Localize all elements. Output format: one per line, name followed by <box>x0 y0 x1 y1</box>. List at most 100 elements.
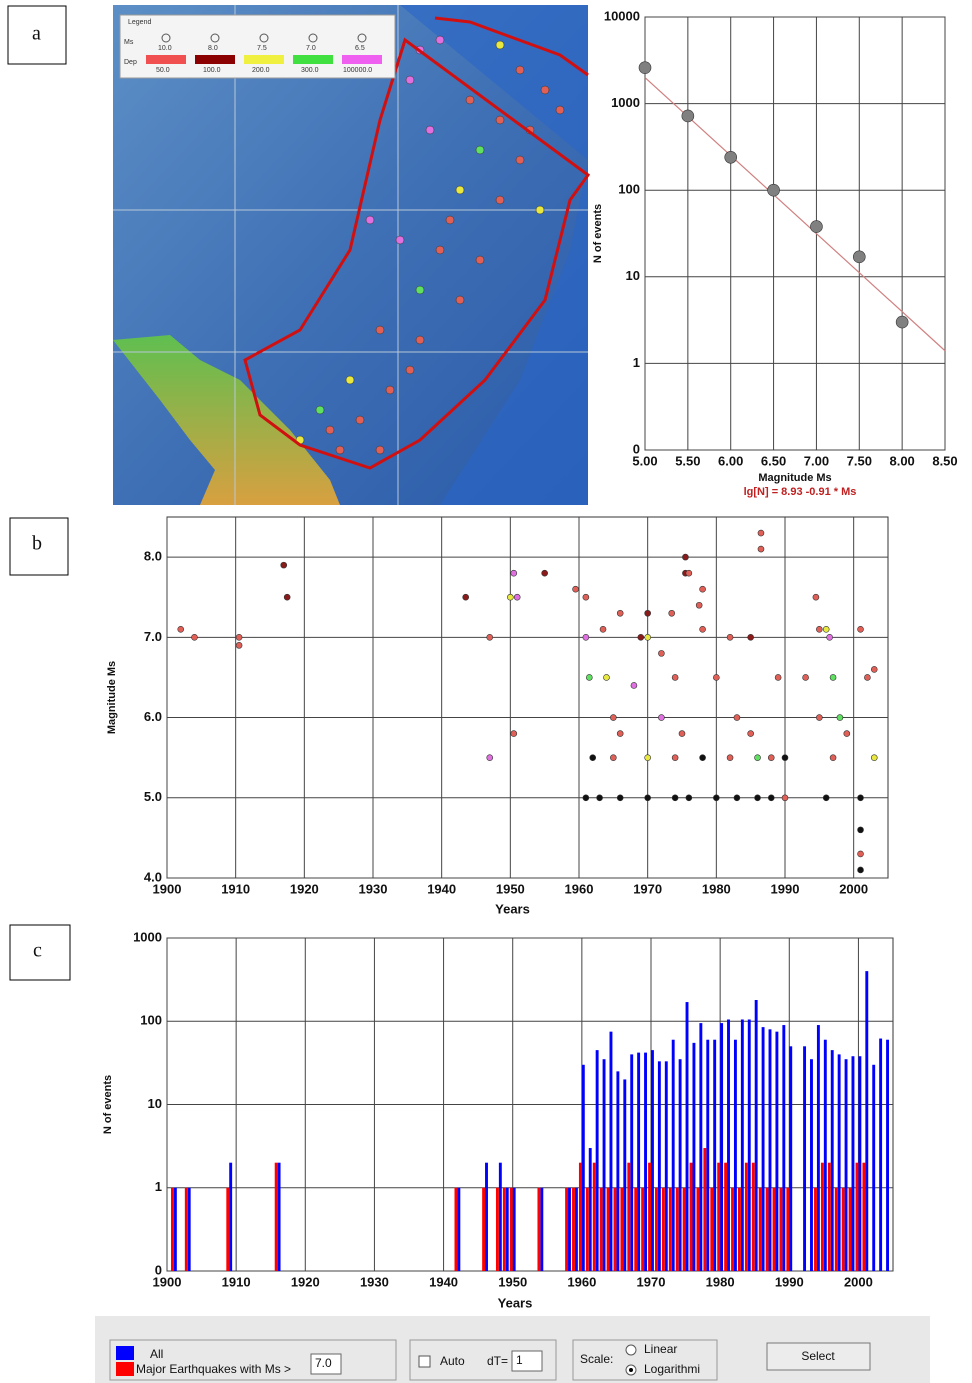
bar <box>503 1188 506 1271</box>
x-tick-label: 1970 <box>637 1274 666 1289</box>
bar <box>188 1188 191 1271</box>
bar <box>568 1188 571 1271</box>
bar <box>499 1163 502 1271</box>
point <box>844 731 850 737</box>
bar <box>713 1040 716 1271</box>
y-tick-label: 4.0 <box>144 869 162 884</box>
bar <box>620 1188 623 1271</box>
x-tick-label: 6.00 <box>718 453 743 468</box>
bar <box>814 1188 817 1271</box>
point <box>727 755 733 761</box>
bar <box>651 1050 654 1271</box>
point <box>858 867 864 873</box>
point <box>803 674 809 680</box>
point <box>236 642 242 648</box>
point <box>853 251 865 263</box>
legend-dep: 100.0 <box>203 67 221 74</box>
point <box>858 827 864 833</box>
bar <box>879 1039 882 1271</box>
legend-ms: 7.5 <box>257 45 267 52</box>
legend-label: Dep <box>124 59 137 66</box>
bar <box>226 1188 229 1271</box>
bar <box>686 1002 689 1271</box>
bar <box>565 1188 568 1271</box>
y-tick-label: 10 <box>148 1096 162 1111</box>
point <box>463 594 469 600</box>
plot-area <box>167 517 888 878</box>
bar <box>720 1023 723 1271</box>
y-tick-label: 1 <box>155 1179 162 1194</box>
bar <box>865 971 868 1271</box>
y-tick-label: 6.0 <box>144 709 162 724</box>
point <box>896 316 908 328</box>
bar <box>738 1188 741 1271</box>
x-tick-label: 1950 <box>498 1274 527 1289</box>
bar <box>648 1163 651 1271</box>
bar <box>831 1050 834 1271</box>
bar <box>676 1188 679 1271</box>
y-tick-label: 0 <box>633 441 640 456</box>
point <box>658 650 664 656</box>
x-tick-label: 1940 <box>427 881 456 896</box>
point <box>178 626 184 632</box>
bar <box>803 1046 806 1271</box>
page: {"panel_labels":["a","b","c"], "map_lege… <box>0 0 972 1383</box>
bar <box>710 1188 713 1271</box>
point <box>638 634 644 640</box>
bar <box>810 1059 813 1271</box>
dt-value: 1 <box>516 1353 523 1367</box>
bar <box>658 1061 661 1271</box>
bar <box>510 1188 513 1271</box>
x-tick-label: 7.50 <box>847 453 872 468</box>
y-tick-label: 7.0 <box>144 629 162 644</box>
point <box>617 610 623 616</box>
bar <box>669 1188 672 1271</box>
bar <box>696 1188 699 1271</box>
point <box>700 626 706 632</box>
bar <box>769 1029 772 1271</box>
legend-dep: 50.0 <box>156 67 170 74</box>
point <box>830 674 836 680</box>
auto-checkbox[interactable] <box>419 1356 430 1367</box>
bar <box>872 1065 875 1271</box>
point <box>696 602 702 608</box>
bar <box>593 1163 596 1271</box>
control-bar: All Major Earthquakes with Ms > 7.0 Auto… <box>95 1316 930 1383</box>
point <box>813 594 819 600</box>
bar <box>603 1059 606 1271</box>
point <box>810 221 822 233</box>
bar <box>717 1163 720 1271</box>
bar <box>821 1163 824 1271</box>
legend-ms: 6.5 <box>355 45 365 52</box>
bar <box>600 1188 603 1271</box>
y-tick-label: 1000 <box>133 929 162 944</box>
x-tick-label: 1950 <box>496 881 525 896</box>
point <box>590 755 596 761</box>
bar <box>779 1188 782 1271</box>
point <box>816 715 822 721</box>
button-label: Select <box>801 1349 835 1363</box>
point <box>617 731 623 737</box>
legend-ms: 8.0 <box>208 45 218 52</box>
panel-label: a <box>8 6 66 64</box>
bar <box>775 1032 778 1271</box>
x-axis-label: Years <box>498 1295 533 1310</box>
point <box>645 610 651 616</box>
figure: a b c Legend Ms Dep 10.0 8.0 7.5 7.0 6.5… <box>0 0 972 1383</box>
point <box>755 755 761 761</box>
bar <box>724 1163 727 1271</box>
map-legend: Legend Ms Dep 10.0 8.0 7.5 7.0 6.5 50.0 … <box>120 15 395 78</box>
radio-linear[interactable] <box>626 1345 636 1355</box>
x-tick-label: 1980 <box>702 881 731 896</box>
point <box>639 62 651 74</box>
x-tick-label: 6.50 <box>761 453 786 468</box>
legend-title: Legend <box>128 19 151 26</box>
point <box>858 626 864 632</box>
point <box>782 755 788 761</box>
x-tick-label: 8.00 <box>889 453 914 468</box>
point <box>672 795 678 801</box>
bar <box>789 1046 792 1271</box>
point <box>686 570 692 576</box>
bar <box>614 1188 617 1271</box>
bar <box>596 1050 599 1271</box>
